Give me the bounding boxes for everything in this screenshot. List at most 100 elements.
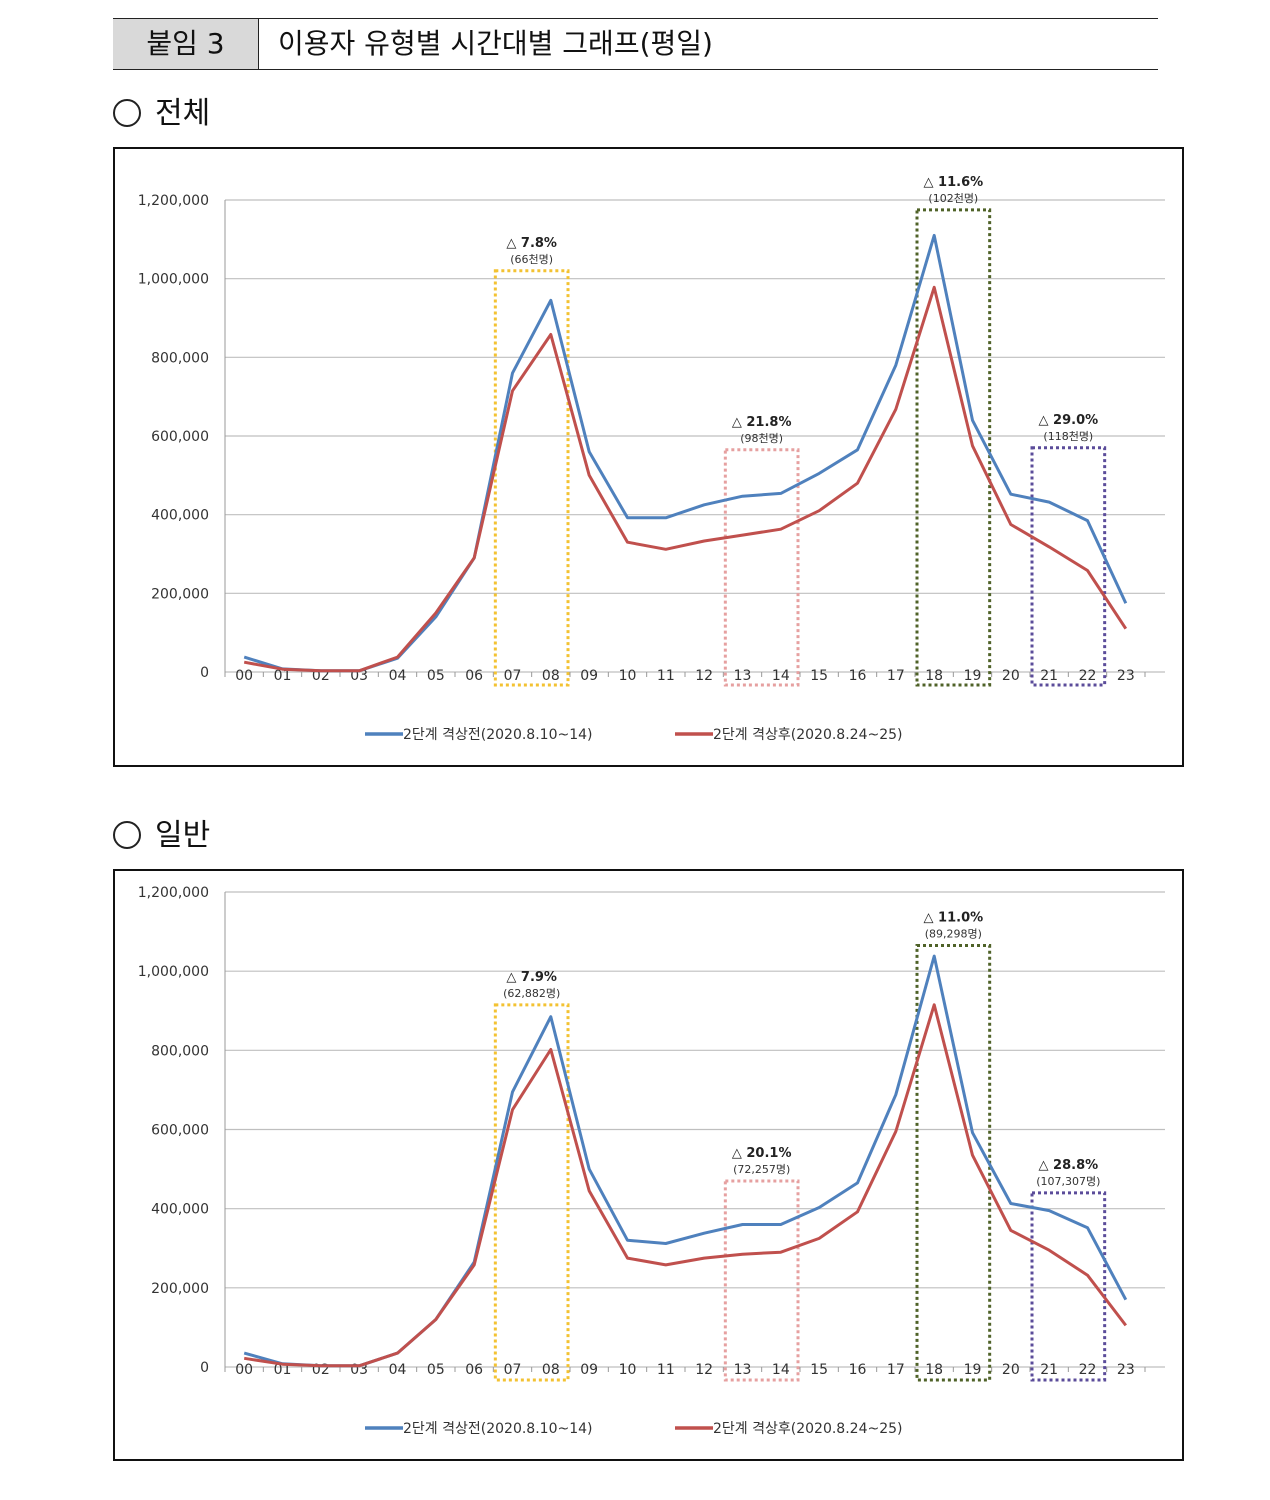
x-tick-label: 13 bbox=[734, 1362, 752, 1378]
series-line-after bbox=[243, 285, 1128, 673]
x-tick-label: 17 bbox=[887, 668, 905, 684]
chart-box-general: 0 200,000 400,000 600,000 800,000 1,000,000 1,… bbox=[113, 869, 1184, 1461]
series-line-before bbox=[243, 954, 1128, 1368]
x-tick-label: 09 bbox=[580, 1362, 598, 1378]
annotation-sublabel: (89,298명) bbox=[925, 927, 982, 940]
x-tick-label: 11 bbox=[657, 1362, 675, 1378]
x-tick-label: 00 bbox=[235, 1362, 253, 1378]
x-tick-label: 22 bbox=[1079, 1362, 1097, 1378]
highlight-box bbox=[1030, 446, 1107, 687]
header-tag: 붙임 3 bbox=[113, 19, 259, 69]
x-tick-label: 15 bbox=[810, 1362, 828, 1378]
annotation-sublabel: (72,257명) bbox=[733, 1163, 790, 1176]
x-tick-label: 20 bbox=[1002, 1362, 1020, 1378]
annotation-label: △ 7.8% bbox=[506, 236, 557, 251]
highlight-box bbox=[493, 1003, 570, 1382]
annotation-label: △ 20.1% bbox=[732, 1146, 792, 1161]
annotation-sublabel: (62,882명) bbox=[503, 987, 560, 1000]
x-tick-label: 21 bbox=[1040, 668, 1058, 684]
x-tick-label: 18 bbox=[925, 668, 943, 684]
x-tick-label: 12 bbox=[695, 668, 713, 684]
x-tick-label: 16 bbox=[849, 668, 867, 684]
highlight-box bbox=[915, 208, 992, 687]
highlight-box bbox=[915, 943, 992, 1382]
x-tick-label: 05 bbox=[427, 668, 445, 684]
x-tick-label: 22 bbox=[1079, 668, 1097, 684]
x-tick-label: 14 bbox=[772, 1362, 790, 1378]
x-tick-label: 11 bbox=[657, 668, 675, 684]
x-tick-label: 23 bbox=[1117, 1362, 1135, 1378]
series-line-before bbox=[243, 233, 1128, 673]
y-tick-label: 1,000,000 bbox=[138, 964, 209, 980]
x-tick-label: 04 bbox=[389, 1362, 407, 1378]
y-tick-label: 800,000 bbox=[151, 350, 209, 366]
y-tick-label: 1,200,000 bbox=[138, 193, 209, 209]
y-tick-label: 1,200,000 bbox=[138, 885, 209, 901]
x-tick-label: 23 bbox=[1117, 668, 1135, 684]
annotation-label: △ 11.6% bbox=[924, 175, 984, 190]
x-tick-label: 00 bbox=[235, 668, 253, 684]
x-tick-label: 01 bbox=[274, 1362, 292, 1378]
header-title: 이용자 유형별 시간대별 그래프(평일) bbox=[278, 27, 713, 60]
y-tick-label: 600,000 bbox=[151, 429, 209, 445]
x-tick-label: 12 bbox=[695, 1362, 713, 1378]
x-tick-label: 17 bbox=[887, 1362, 905, 1378]
y-tick-label: 1,000,000 bbox=[138, 272, 209, 288]
annotation-label: △ 28.8% bbox=[1039, 1158, 1099, 1173]
section-title-total: 전체 bbox=[113, 88, 210, 132]
x-tick-label: 06 bbox=[465, 1362, 483, 1378]
y-tick-label: 800,000 bbox=[151, 1043, 209, 1059]
highlight-box bbox=[723, 1179, 800, 1382]
annotation-label: △ 29.0% bbox=[1039, 413, 1099, 428]
x-tick-label: 14 bbox=[772, 668, 790, 684]
x-tick-label: 07 bbox=[504, 1362, 522, 1378]
annotation-label: △ 21.8% bbox=[732, 415, 792, 430]
x-tick-label: 10 bbox=[619, 668, 637, 684]
section-title-text: 일반 bbox=[155, 818, 211, 853]
x-tick-label: 10 bbox=[619, 1362, 637, 1378]
highlight-box bbox=[1030, 1191, 1107, 1382]
legend-label: 2단계 격상후(2020.8.24~25) bbox=[713, 1421, 902, 1437]
annotation-sublabel: (118천명) bbox=[1043, 429, 1093, 443]
x-tick-label: 09 bbox=[580, 668, 598, 684]
y-tick-label: 200,000 bbox=[151, 586, 209, 602]
chart-box-total: 0 200,000 400,000 600,000 800,000 1,000,000 1,… bbox=[113, 147, 1184, 767]
x-tick-label: 19 bbox=[964, 668, 982, 684]
x-tick-label: 04 bbox=[389, 668, 407, 684]
highlight-box bbox=[723, 448, 800, 687]
annotation-label: △ 11.0% bbox=[924, 910, 984, 925]
x-tick-label: 13 bbox=[734, 668, 752, 684]
annotation-label: △ 7.9% bbox=[506, 970, 557, 985]
x-tick-label: 16 bbox=[849, 1362, 867, 1378]
x-tick-label: 19 bbox=[964, 1362, 982, 1378]
x-tick-label: 05 bbox=[427, 1362, 445, 1378]
line-chart-total: 0 200,000 400,000 600,000 800,000 1,000,000 1,… bbox=[138, 175, 1165, 743]
annotation-sublabel: (107,307명) bbox=[1036, 1175, 1100, 1188]
circle-bullet-icon bbox=[113, 98, 141, 127]
y-tick-label: 400,000 bbox=[151, 508, 209, 524]
legend-label: 2단계 격상후(2020.8.24~25) bbox=[713, 727, 902, 743]
x-tick-label: 20 bbox=[1002, 668, 1020, 684]
y-tick-label: 200,000 bbox=[151, 1281, 209, 1297]
legend-label: 2단계 격상전(2020.8.10~14) bbox=[403, 1421, 592, 1437]
x-tick-label: 08 bbox=[542, 1362, 560, 1378]
x-tick-label: 15 bbox=[810, 668, 828, 684]
x-tick-label: 01 bbox=[274, 668, 292, 684]
annotation-sublabel: (102천명) bbox=[928, 191, 978, 205]
line-chart-general: 0 200,000 400,000 600,000 800,000 1,000,000 1,… bbox=[138, 885, 1165, 1437]
y-tick-label: 600,000 bbox=[151, 1123, 209, 1139]
x-tick-label: 21 bbox=[1040, 1362, 1058, 1378]
x-tick-label: 06 bbox=[465, 668, 483, 684]
highlight-box bbox=[493, 269, 570, 687]
y-tick-label: 0 bbox=[200, 1360, 209, 1376]
x-tick-label: 07 bbox=[504, 668, 522, 684]
section-title-general: 일반 bbox=[113, 810, 210, 854]
y-tick-label: 400,000 bbox=[151, 1202, 209, 1218]
legend-label: 2단계 격상전(2020.8.10~14) bbox=[403, 727, 592, 743]
y-tick-label: 0 bbox=[200, 665, 209, 681]
section-title-text: 전체 bbox=[155, 96, 211, 131]
annotation-sublabel: (98천명) bbox=[740, 431, 783, 445]
circle-bullet-icon bbox=[113, 820, 141, 849]
x-tick-label: 08 bbox=[542, 668, 560, 684]
annotation-sublabel: (66천명) bbox=[510, 252, 553, 266]
